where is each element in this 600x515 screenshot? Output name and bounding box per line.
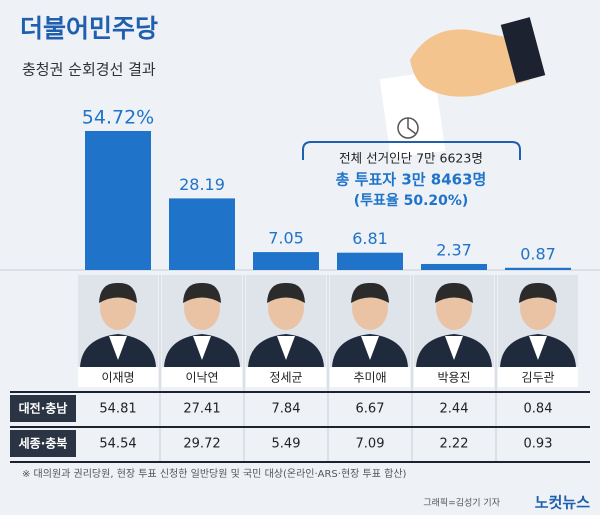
x-tick-label: 박용진 xyxy=(437,371,470,385)
table-cell: 2.22 xyxy=(440,437,469,452)
portrait-hair xyxy=(267,282,305,303)
name-cell xyxy=(162,367,242,387)
value-label: 0.87 xyxy=(520,244,556,263)
row-label-cell xyxy=(10,395,76,422)
bar xyxy=(253,252,319,270)
portrait-shirt xyxy=(193,336,211,360)
table-cell: 6.67 xyxy=(356,402,385,417)
annotation: (투표율 50.20%) xyxy=(354,192,469,209)
name-cell xyxy=(246,367,326,387)
footnote: ※ 대의원과 권리당원, 현장 투표 신청한 일반당원 및 국민 대상(온라인·… xyxy=(22,468,407,480)
ballot-illustration xyxy=(379,17,546,159)
value-label: 7.05 xyxy=(268,229,304,248)
table-cell: 7.84 xyxy=(272,402,301,417)
table-cell: 0.84 xyxy=(524,402,553,417)
bar xyxy=(169,198,235,270)
chart-subtitle: 충청권 순회경선 결과 xyxy=(22,61,156,79)
credit: 그래픽=김성기 기자 xyxy=(423,497,500,509)
value-label: 28.19 xyxy=(179,175,225,194)
annotation: 총 투표자 3만 8463명 xyxy=(336,171,487,189)
portrait-shirt xyxy=(529,336,547,360)
x-tick-label: 정세균 xyxy=(269,371,302,385)
portrait-hair xyxy=(519,282,557,303)
x-tick-label: 이낙연 xyxy=(185,371,218,385)
table-cell: 27.41 xyxy=(183,402,220,417)
sleeve xyxy=(500,17,546,83)
name-cell xyxy=(414,367,494,387)
ballot-paper xyxy=(379,71,446,159)
portrait-shirt xyxy=(445,336,463,360)
annotation: 전체 선거인단 7만 6623명 xyxy=(339,151,483,166)
name-cell xyxy=(330,367,410,387)
table-cell: 5.49 xyxy=(272,437,301,452)
value-label: 2.37 xyxy=(436,240,472,259)
value-label: 6.81 xyxy=(352,229,388,248)
x-tick-label: 이재명 xyxy=(101,371,134,385)
portrait-hair xyxy=(351,282,389,303)
x-tick-label: 추미애 xyxy=(353,371,386,385)
portrait-hair xyxy=(99,282,137,303)
annotation-bracket xyxy=(302,141,521,160)
row-label-cell xyxy=(10,430,76,457)
table-cell: 29.72 xyxy=(183,437,220,452)
value-label: 54.72% xyxy=(82,107,154,129)
bar xyxy=(505,267,571,270)
bar xyxy=(421,263,487,270)
table-cell: 54.54 xyxy=(99,437,136,452)
name-cell xyxy=(498,367,578,387)
table-cell: 54.81 xyxy=(99,402,136,417)
x-tick-label: 김두관 xyxy=(521,371,554,385)
portrait-shirt xyxy=(109,336,127,360)
row-label: 세종·충북 xyxy=(19,436,68,451)
name-cell xyxy=(78,367,158,387)
chart-title: 더불어민주당 xyxy=(20,14,158,43)
table-cell: 2.44 xyxy=(440,402,469,417)
portrait-hair xyxy=(183,282,221,303)
table-cell: 7.09 xyxy=(356,437,385,452)
bar xyxy=(85,131,151,270)
bar xyxy=(337,252,403,270)
portrait-shirt xyxy=(277,336,295,360)
portrait-hair xyxy=(435,282,473,303)
hand xyxy=(410,29,530,97)
row-label: 대전·충남 xyxy=(19,401,68,416)
ballot-stamp-mark xyxy=(407,118,417,135)
table-cell: 0.93 xyxy=(524,437,553,452)
logo: 노컷뉴스 xyxy=(535,494,590,512)
portrait-shirt xyxy=(361,336,379,360)
